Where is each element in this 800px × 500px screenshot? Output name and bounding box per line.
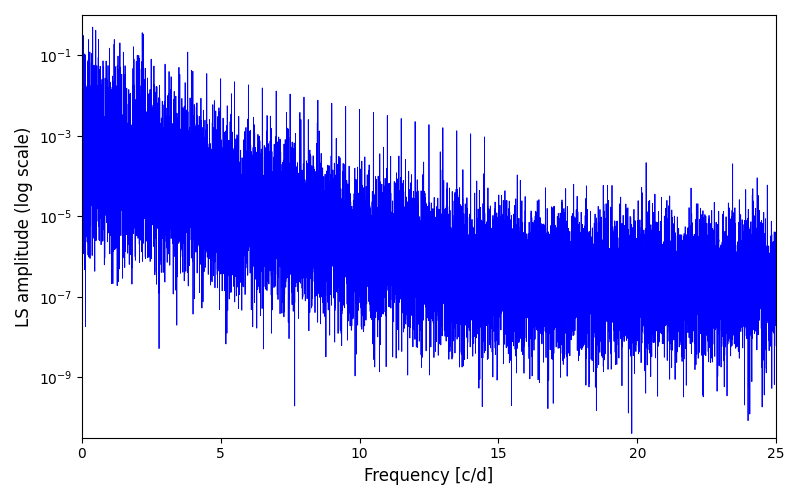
Y-axis label: LS amplitude (log scale): LS amplitude (log scale) [15, 126, 33, 326]
X-axis label: Frequency [c/d]: Frequency [c/d] [364, 467, 494, 485]
